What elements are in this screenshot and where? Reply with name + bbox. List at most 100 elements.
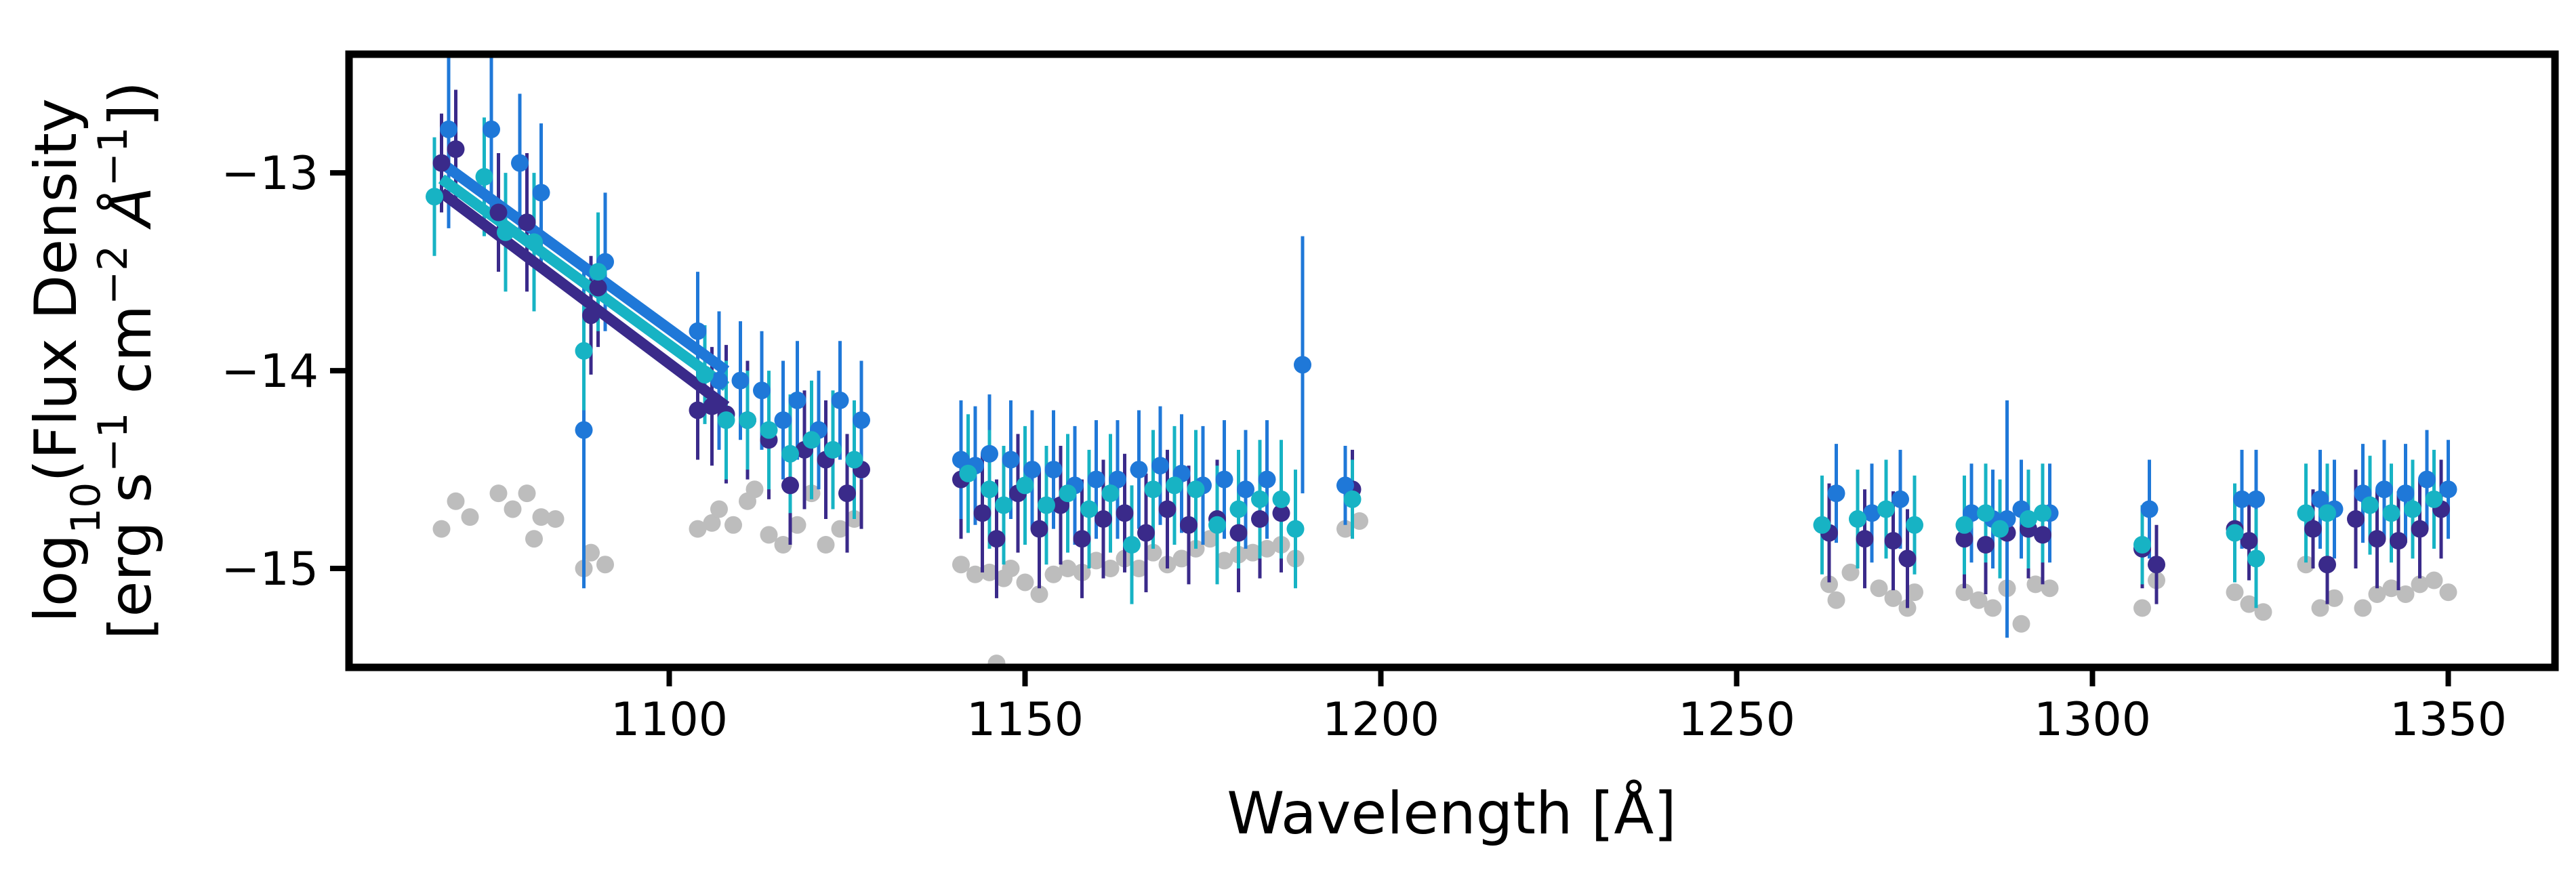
point-s2-38 <box>1991 520 2009 538</box>
gray-point-43 <box>1201 530 1219 548</box>
point-s2-41 <box>2133 536 2151 554</box>
y-axis-label-sub: 10 <box>62 482 110 534</box>
point-s2-44 <box>2297 504 2315 522</box>
point-s0-36 <box>1898 549 1917 568</box>
gray-point-31 <box>1030 585 1048 603</box>
y-axis-label-log: log <box>22 534 90 623</box>
gray-point-8 <box>546 510 565 528</box>
point-s0-37 <box>1955 530 1974 548</box>
gray-point-66 <box>2041 579 2059 598</box>
point-s2-33 <box>1849 510 1866 528</box>
gray-point-35 <box>1087 552 1105 570</box>
gray-point-67 <box>2133 599 2151 617</box>
point-s1-43 <box>2247 490 2265 508</box>
point-s2-12 <box>824 440 842 459</box>
point-s0-5 <box>589 278 607 297</box>
gray-point-62 <box>1984 599 2002 617</box>
y-axis-ticks: −13 −14 −15 <box>221 147 349 596</box>
point-s0-43 <box>2148 556 2165 574</box>
point-s1-11 <box>788 391 806 409</box>
point-s2-0 <box>426 188 443 206</box>
point-s0-30 <box>1251 510 1269 528</box>
point-s2-29 <box>1272 490 1290 508</box>
point-s2-45 <box>2318 504 2336 522</box>
point-s1-30 <box>1258 470 1276 489</box>
gray-point-74 <box>2325 589 2344 607</box>
point-s0-34 <box>1856 530 1874 548</box>
point-s2-23 <box>1144 480 1162 499</box>
gray-point-53 <box>1820 575 1838 594</box>
gray-point-47 <box>1258 539 1276 558</box>
point-s1-48 <box>2396 484 2415 503</box>
point-s1-50 <box>2439 480 2457 499</box>
point-s2-18 <box>1038 496 1055 514</box>
x-tick-label-1150: 1150 <box>966 693 1084 747</box>
point-s0-27 <box>1180 516 1198 534</box>
gray-point-25 <box>952 556 970 574</box>
gray-point-64 <box>2012 615 2030 633</box>
gray-point-79 <box>2411 575 2429 594</box>
gray-point-80 <box>2425 571 2443 589</box>
point-s1-24 <box>1130 461 1148 479</box>
fit-line-0 <box>438 159 730 375</box>
x-tick-label-1350: 1350 <box>2390 693 2507 747</box>
fit-line-2 <box>438 188 730 411</box>
y-axis-label-rest: (Flux Density <box>22 98 90 482</box>
point-s2-28 <box>1251 490 1269 508</box>
point-s1-33 <box>1827 484 1845 503</box>
gray-point-30 <box>1016 573 1034 591</box>
point-s2-32 <box>1813 516 1831 534</box>
gray-point-52 <box>1351 512 1368 530</box>
point-s2-31 <box>1343 490 1362 508</box>
point-s2-5 <box>589 263 607 281</box>
plot-frame <box>345 50 2559 671</box>
point-s1-0 <box>440 120 457 138</box>
point-s0-35 <box>1884 532 1902 550</box>
point-s1-13 <box>831 391 849 409</box>
gray-point-54 <box>1827 591 1845 609</box>
point-s1-31 <box>1294 356 1311 374</box>
point-s0-38 <box>1977 536 1995 554</box>
point-s2-46 <box>2361 496 2379 514</box>
gray-point-15 <box>724 516 742 534</box>
gray-point-3 <box>489 484 508 503</box>
gray-point-72 <box>2297 556 2315 574</box>
point-s2-2 <box>497 223 514 241</box>
gray-point-61 <box>1969 591 1988 609</box>
y-axis-label-exp1: −1 <box>89 413 137 472</box>
gray-point-23 <box>831 520 849 538</box>
gray-point-73 <box>2311 599 2329 617</box>
gray-point-77 <box>2382 579 2400 598</box>
gray-point-65 <box>2026 575 2045 594</box>
gray-point-5 <box>518 484 536 503</box>
y-axis-label-end: ]) <box>97 81 165 127</box>
gray-point-12 <box>689 520 707 538</box>
gray-point-14 <box>710 500 728 518</box>
point-s0-7 <box>703 397 721 415</box>
gray-point-56 <box>1870 579 1888 598</box>
point-s2-19 <box>1059 484 1077 503</box>
point-s0-26 <box>1158 500 1177 518</box>
point-s2-16 <box>995 496 1013 514</box>
point-s2-13 <box>845 451 863 469</box>
y-axis-label-exp3: −1 <box>89 127 137 186</box>
y-tick-label-2: −15 <box>221 543 319 596</box>
point-s2-40 <box>2034 504 2051 522</box>
point-s1-6 <box>689 322 707 340</box>
point-s1-15 <box>952 451 970 469</box>
gray-point-33 <box>1059 560 1077 578</box>
point-s0-24 <box>1116 504 1134 522</box>
point-s1-3 <box>532 184 550 202</box>
point-s1-9 <box>753 381 771 400</box>
gray-point-10 <box>582 543 600 562</box>
point-s0-25 <box>1137 524 1155 542</box>
point-s0-41 <box>2034 526 2051 544</box>
point-s1-44 <box>2311 490 2329 508</box>
gray-point-18 <box>760 526 778 544</box>
point-s2-7 <box>717 411 735 430</box>
point-s2-15 <box>981 480 998 499</box>
point-s0-1 <box>447 140 465 159</box>
point-s1-4 <box>575 421 593 439</box>
point-s0-20 <box>1030 520 1048 538</box>
